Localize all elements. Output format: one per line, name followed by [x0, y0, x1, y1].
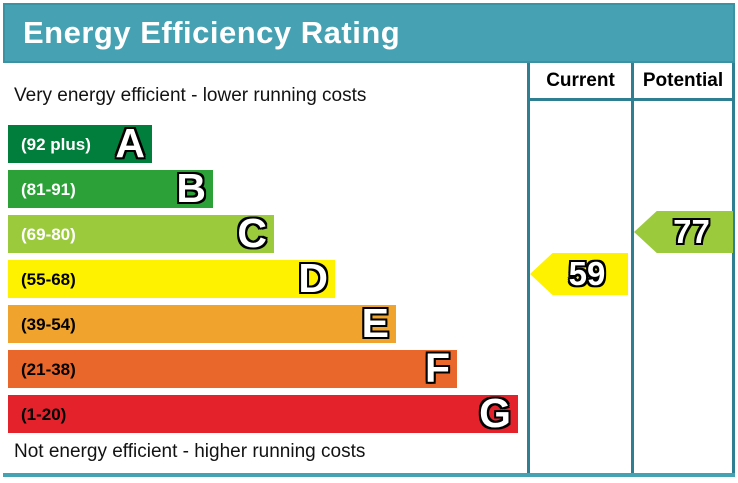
bottom-note: Not energy efficient - higher running co… [14, 441, 366, 462]
band-row-g: (1-20) G [8, 391, 518, 435]
band-row-f: (21-38) F [8, 346, 457, 390]
potential-rating-arrow: 77 [634, 211, 733, 253]
title-bar: Energy Efficiency Rating [3, 3, 735, 63]
band-row-b: (81-91) B [8, 166, 213, 210]
band-range-label: (1-20) [21, 405, 67, 424]
potential-rating-value: 77 [673, 213, 710, 250]
band-grade-letter: A [115, 120, 145, 166]
band-range-label: (81-91) [21, 180, 76, 199]
band-row-a: (92 plus) A [8, 121, 152, 165]
band-row-d: (55-68) D [8, 256, 335, 300]
table-right-border [732, 63, 735, 474]
potential-column-header: Potential [642, 70, 724, 91]
header-underline [527, 98, 735, 101]
band-grade-letter: F [424, 345, 450, 391]
current-column-left-border [527, 63, 530, 474]
band-grade-letter: C [237, 210, 267, 256]
band-grade-letter: D [298, 255, 328, 301]
band-range-label: (69-80) [21, 225, 76, 244]
current-rating-value: 59 [568, 255, 606, 292]
band-row-e: (39-54) E [8, 301, 396, 345]
bottom-border-line [3, 473, 735, 477]
band-grade-letter: G [479, 390, 511, 436]
band-grade-letter: B [176, 165, 206, 211]
page-title: Energy Efficiency Rating [23, 15, 401, 50]
band-range-label: (92 plus) [21, 135, 91, 154]
current-rating-arrow: 59 [530, 253, 628, 295]
band-range-label: (55-68) [21, 270, 76, 289]
top-note: Very energy efficient - lower running co… [14, 85, 367, 106]
band-range-label: (21-38) [21, 360, 76, 379]
column-divider-line [631, 63, 634, 474]
band-range-label: (39-54) [21, 315, 76, 334]
band-grade-letter: E [361, 300, 389, 346]
band-row-c: (69-80) C [8, 211, 274, 255]
current-column-header: Current [546, 70, 615, 91]
